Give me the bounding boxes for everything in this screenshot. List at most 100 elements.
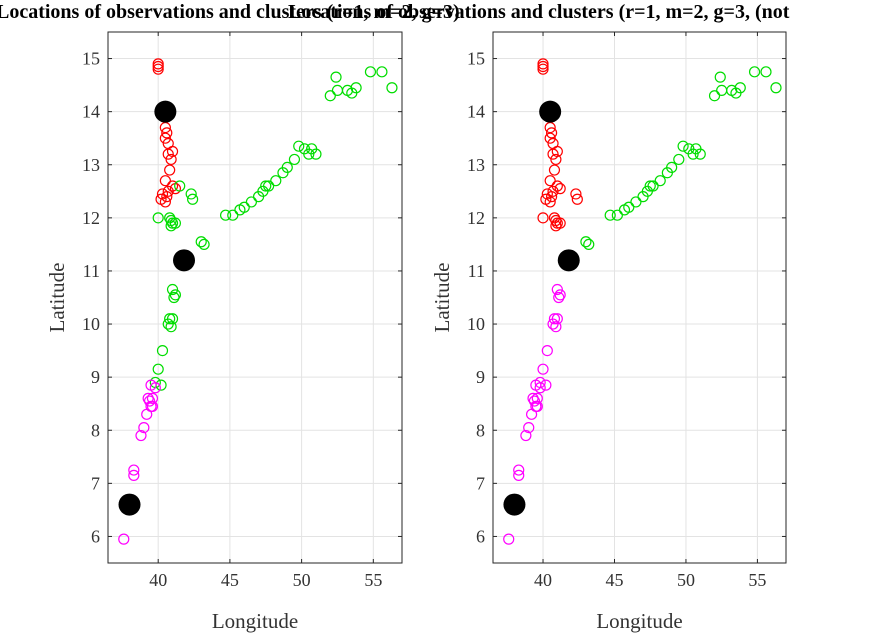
data-point-series-1[interactable] (554, 183, 566, 195)
data-point-series-1[interactable] (159, 132, 171, 144)
data-point-series-2[interactable] (714, 71, 726, 83)
data-point-series-2[interactable] (618, 204, 631, 216)
data-point-series-1[interactable] (152, 63, 164, 75)
data-point-series-3[interactable] (523, 421, 535, 434)
data-point-series-1[interactable] (162, 185, 174, 197)
data-point-series-2[interactable] (198, 238, 210, 250)
data-point-series-1[interactable] (166, 145, 179, 158)
data-point-series-2[interactable] (185, 188, 197, 200)
data-point-series-2[interactable] (252, 191, 265, 203)
data-point-series-2[interactable] (288, 153, 301, 166)
data-point-series-2[interactable] (164, 313, 176, 325)
data-point-series-2[interactable] (708, 90, 721, 102)
data-point-series-2[interactable] (694, 148, 706, 160)
data-point-series-2[interactable] (376, 66, 388, 78)
data-point-series-1[interactable] (544, 175, 556, 187)
cluster-center-point[interactable] (118, 493, 141, 516)
cluster-center-point[interactable] (173, 249, 196, 272)
data-point-series-1[interactable] (537, 58, 549, 70)
data-point-series-2[interactable] (687, 148, 699, 160)
data-point-series-1[interactable] (159, 196, 171, 208)
data-point-series-1[interactable] (152, 58, 164, 70)
cluster-center-point[interactable] (503, 493, 526, 516)
data-point-series-2[interactable] (227, 209, 239, 221)
cluster-center-point[interactable] (557, 249, 580, 272)
data-point-series-3[interactable] (118, 533, 130, 545)
data-point-series-1[interactable] (548, 164, 561, 176)
data-point-series-3[interactable] (531, 392, 543, 404)
data-point-series-2[interactable] (673, 153, 685, 166)
cluster-center-point[interactable] (154, 100, 177, 123)
data-point-series-1[interactable] (547, 185, 559, 197)
data-point-series-2[interactable] (293, 140, 305, 152)
data-point-series-2[interactable] (760, 66, 772, 78)
data-point-series-3[interactable] (553, 291, 565, 304)
data-point-series-3[interactable] (513, 464, 525, 476)
data-point-series-2[interactable] (166, 313, 179, 325)
data-point-series-2[interactable] (303, 148, 315, 160)
data-point-series-2[interactable] (168, 291, 180, 304)
data-point-series-2[interactable] (260, 180, 272, 192)
data-point-series-3[interactable] (146, 400, 159, 412)
data-point-series-1[interactable] (550, 214, 562, 227)
data-point-series-2[interactable] (734, 82, 746, 94)
data-point-series-2[interactable] (152, 363, 164, 375)
data-point-series-3[interactable] (513, 469, 525, 481)
data-point-series-1[interactable] (537, 63, 549, 75)
data-point-series-2[interactable] (324, 90, 336, 102)
data-point-series-2[interactable] (220, 209, 232, 221)
data-point-series-1[interactable] (550, 153, 562, 166)
data-point-series-3[interactable] (138, 421, 150, 434)
data-point-series-3[interactable] (145, 379, 157, 391)
data-point-series-3[interactable] (551, 283, 563, 296)
data-point-series-2[interactable] (661, 167, 673, 179)
data-point-series-2[interactable] (637, 191, 649, 203)
data-point-series-3[interactable] (135, 429, 147, 442)
data-point-series-2[interactable] (156, 345, 169, 357)
data-point-series-2[interactable] (364, 66, 377, 78)
data-point-series-2[interactable] (748, 66, 761, 78)
data-point-series-2[interactable] (677, 140, 689, 152)
data-point-series-1[interactable] (159, 175, 171, 187)
data-point-series-3[interactable] (141, 408, 153, 420)
data-point-series-2[interactable] (350, 82, 362, 94)
data-point-series-3[interactable] (530, 379, 542, 391)
data-point-series-1[interactable] (544, 132, 556, 144)
data-point-series-2[interactable] (187, 193, 199, 205)
data-point-series-2[interactable] (580, 236, 592, 248)
data-point-series-3[interactable] (550, 321, 562, 333)
data-point-series-1[interactable] (161, 127, 173, 139)
data-point-series-2[interactable] (604, 209, 616, 221)
data-point-series-2[interactable] (654, 175, 666, 187)
data-point-series-1[interactable] (537, 60, 549, 73)
data-point-series-2[interactable] (611, 209, 623, 221)
data-point-series-1[interactable] (570, 188, 582, 200)
data-point-series-2[interactable] (630, 196, 642, 208)
data-point-series-3[interactable] (503, 533, 515, 545)
data-point-series-3[interactable] (548, 313, 561, 325)
data-point-series-3[interactable] (520, 429, 532, 442)
data-point-series-1[interactable] (551, 145, 563, 158)
data-point-series-1[interactable] (165, 153, 177, 166)
data-point-series-2[interactable] (165, 214, 177, 227)
data-point-series-2[interactable] (195, 236, 207, 248)
data-point-series-1[interactable] (152, 60, 164, 73)
data-point-series-2[interactable] (644, 180, 656, 192)
data-point-series-3[interactable] (531, 400, 543, 412)
data-point-series-1[interactable] (161, 191, 173, 203)
data-point-series-1[interactable] (545, 191, 558, 203)
data-point-series-2[interactable] (583, 238, 595, 250)
data-point-series-2[interactable] (270, 175, 282, 187)
data-point-series-1[interactable] (544, 196, 556, 208)
data-point-series-3[interactable] (128, 464, 140, 476)
data-point-series-3[interactable] (551, 313, 563, 325)
data-point-series-2[interactable] (234, 204, 246, 216)
data-point-series-2[interactable] (152, 212, 164, 224)
data-point-series-2[interactable] (245, 196, 258, 208)
data-point-series-2[interactable] (166, 283, 179, 296)
data-point-series-3[interactable] (541, 345, 553, 357)
data-point-series-2[interactable] (330, 71, 342, 83)
data-point-series-3[interactable] (146, 392, 159, 404)
data-point-series-2[interactable] (165, 321, 177, 333)
data-point-series-1[interactable] (571, 193, 583, 205)
